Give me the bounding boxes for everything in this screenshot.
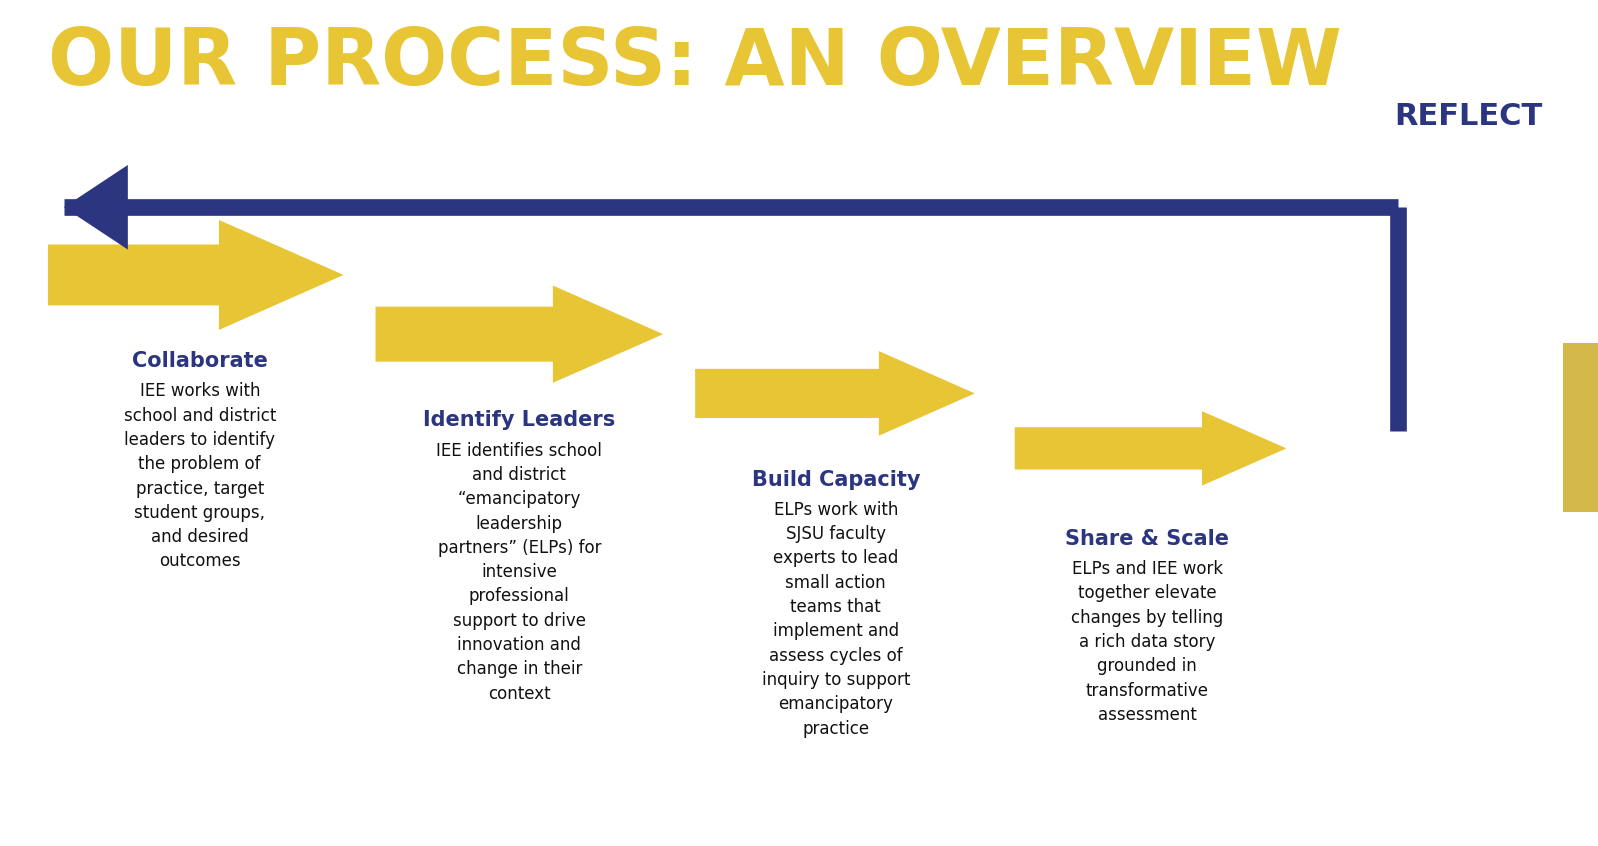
- Text: IEE identifies school
and district
“emancipatory
leadership
partners” (ELPs) for: IEE identifies school and district “eman…: [436, 442, 602, 703]
- Text: OUR PROCESS: AN OVERVIEW: OUR PROCESS: AN OVERVIEW: [48, 25, 1342, 102]
- Polygon shape: [1015, 411, 1286, 486]
- Polygon shape: [695, 351, 975, 436]
- Text: Collaborate: Collaborate: [131, 351, 268, 371]
- Polygon shape: [376, 286, 663, 382]
- Text: Share & Scale: Share & Scale: [1066, 529, 1229, 549]
- Text: REFLECT: REFLECT: [1393, 102, 1542, 130]
- Text: Identify Leaders: Identify Leaders: [423, 410, 615, 431]
- Polygon shape: [64, 165, 128, 250]
- Text: ELPs and IEE work
together elevate
changes by telling
a rich data story
grounded: ELPs and IEE work together elevate chang…: [1071, 560, 1224, 724]
- Polygon shape: [48, 220, 344, 330]
- Bar: [1563, 343, 1598, 512]
- Text: IEE works with
school and district
leaders to identify
the problem of
practice, : IEE works with school and district leade…: [123, 382, 276, 570]
- Text: Build Capacity: Build Capacity: [751, 470, 920, 490]
- Text: ELPs work with
SJSU faculty
experts to lead
small action
teams that
implement an: ELPs work with SJSU faculty experts to l…: [762, 501, 909, 738]
